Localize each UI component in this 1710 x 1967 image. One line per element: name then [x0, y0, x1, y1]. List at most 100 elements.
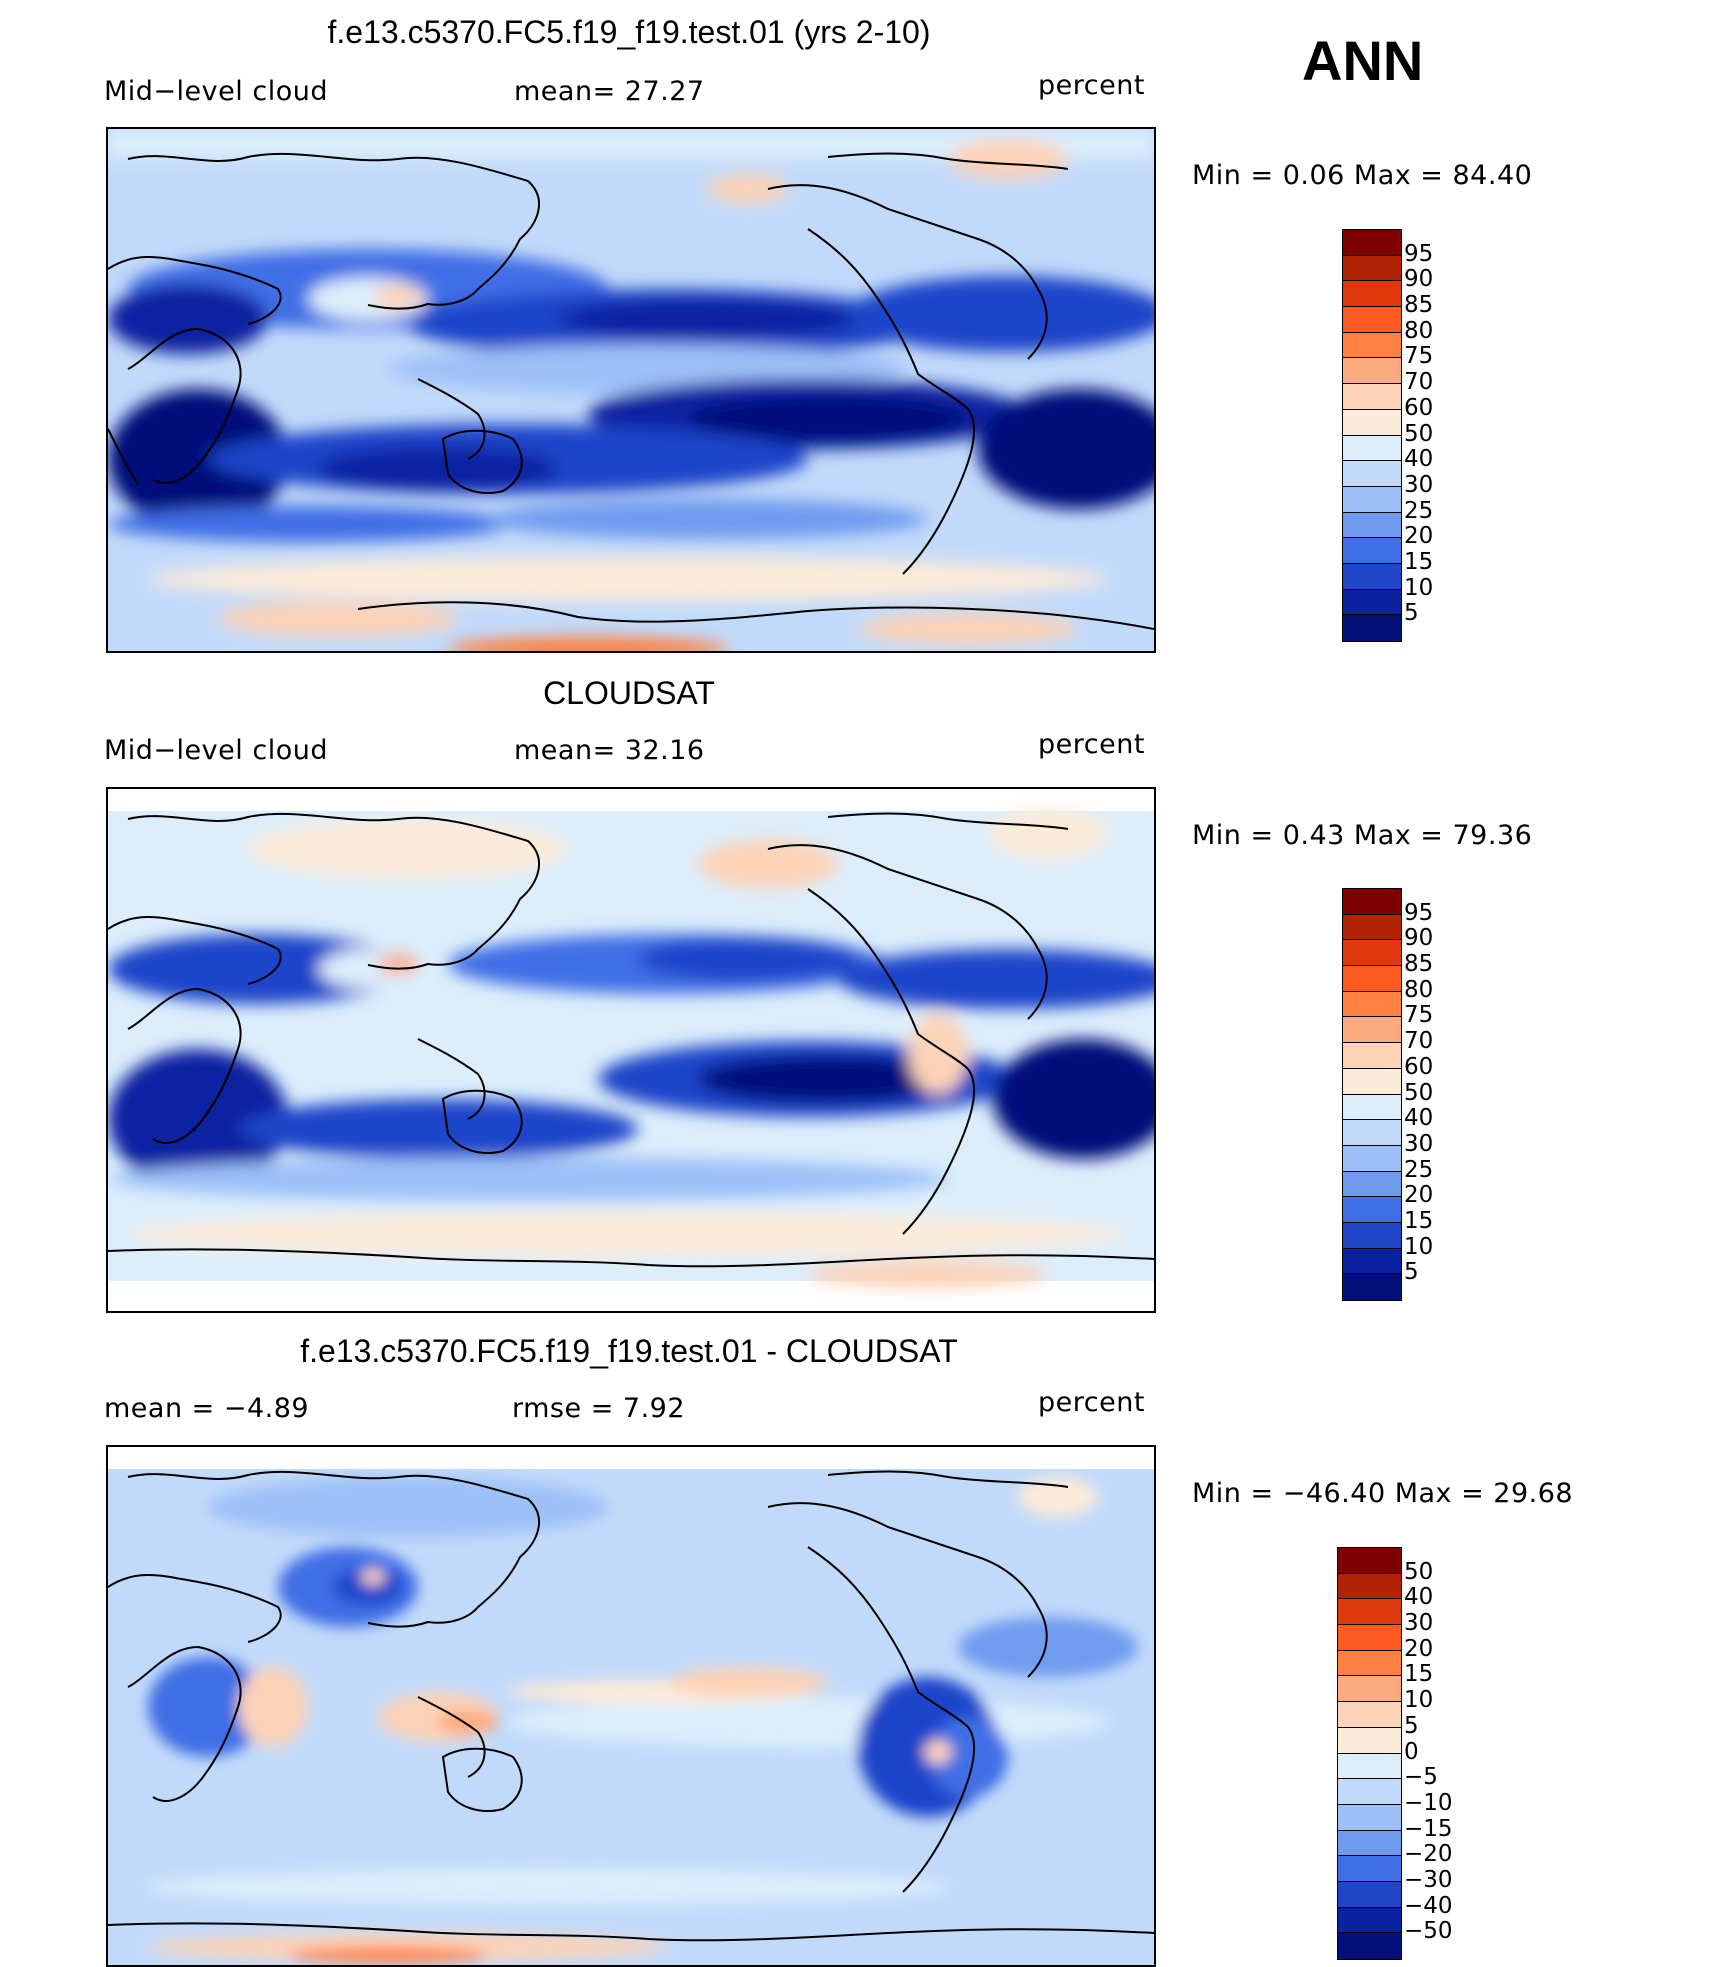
colorbar-tick-label: 15 — [1404, 548, 1434, 575]
panel-3-colorbar — [1337, 1547, 1402, 1960]
colorbar-tick-label: −5 — [1404, 1764, 1438, 1791]
panel-2-units-label: percent — [1038, 729, 1145, 760]
colorbar-tick-label: 40 — [1404, 1105, 1434, 1132]
colorbar-tick-label: 30 — [1404, 471, 1434, 498]
colorbar-tick-label: 85 — [1404, 951, 1434, 978]
colorbar-swatch — [1338, 1753, 1401, 1780]
colorbar-swatch — [1343, 409, 1401, 436]
panel-3-rmse-label: rmse = 7.92 — [512, 1393, 686, 1424]
colorbar-tick-label: 5 — [1404, 600, 1419, 627]
colorbar-swatch — [1343, 589, 1401, 616]
colorbar-swatch — [1343, 307, 1401, 333]
colorbar-swatch — [1338, 1907, 1401, 1934]
colorbar-swatch — [1343, 1274, 1401, 1300]
colorbar-tick-label: 30 — [1404, 1130, 1434, 1157]
panel-2-minmax: Min = 0.43 Max = 79.36 — [1192, 820, 1533, 851]
colorbar-tick-label: 75 — [1404, 1002, 1434, 1029]
colorbar-swatch — [1343, 512, 1401, 539]
colorbar-tick-label: 25 — [1404, 1156, 1434, 1183]
colorbar-swatch — [1343, 914, 1401, 941]
colorbar-swatch — [1343, 538, 1401, 564]
panel-1-variable-label: Mid−level cloud — [104, 76, 328, 107]
colorbar-swatch — [1343, 563, 1401, 590]
season-label: ANN — [1302, 29, 1424, 92]
colorbar-tick-label: 90 — [1404, 266, 1434, 293]
colorbar-tick-label: 10 — [1404, 1233, 1434, 1260]
colorbar-swatch — [1343, 1120, 1401, 1146]
colorbar-tick-label: 60 — [1404, 1053, 1434, 1080]
colorbar-tick-label: 95 — [1404, 899, 1434, 926]
panel-3-map — [106, 1445, 1156, 1967]
colorbar-swatch — [1343, 255, 1401, 282]
colorbar-tick-label: 15 — [1404, 1207, 1434, 1234]
colorbar-tick-label: 70 — [1404, 369, 1434, 396]
colorbar-swatch — [1343, 940, 1401, 967]
colorbar-swatch — [1338, 1676, 1401, 1703]
colorbar-swatch — [1338, 1779, 1401, 1805]
colorbar-swatch — [1343, 1068, 1401, 1095]
panel-2-colorbar — [1342, 888, 1402, 1301]
colorbar-tick-label: 5 — [1404, 1712, 1419, 1739]
colorbar-swatch — [1343, 1197, 1401, 1223]
colorbar-swatch — [1338, 1599, 1401, 1626]
colorbar-swatch — [1343, 1017, 1401, 1044]
colorbar-tick-label: 5 — [1404, 1259, 1419, 1286]
colorbar-tick-label: 90 — [1404, 925, 1434, 952]
colorbar-tick-label: 80 — [1404, 317, 1434, 344]
colorbar-swatch — [1343, 358, 1401, 385]
colorbar-swatch — [1338, 1625, 1401, 1651]
colorbar-swatch — [1343, 1145, 1401, 1172]
colorbar-tick-label: 70 — [1404, 1028, 1434, 1055]
colorbar-swatch — [1343, 384, 1401, 410]
colorbar-tick-label: 20 — [1404, 1182, 1434, 1209]
panel-3-units-label: percent — [1038, 1387, 1145, 1418]
colorbar-tick-label: 50 — [1404, 420, 1434, 447]
panel-1-colorbar — [1342, 229, 1402, 642]
panel-2-mean-label: mean= 32.16 — [514, 735, 705, 766]
panel-1-title: f.e13.c5370.FC5.f19_f19.test.01 (yrs 2-1… — [327, 14, 931, 50]
colorbar-swatch — [1343, 889, 1401, 915]
colorbar-tick-label: −40 — [1404, 1892, 1453, 1919]
colorbar-tick-label: 10 — [1404, 574, 1434, 601]
colorbar-tick-label: 60 — [1404, 394, 1434, 421]
colorbar-tick-label: 85 — [1404, 292, 1434, 319]
colorbar-tick-label: 25 — [1404, 497, 1434, 524]
panel-2-map — [106, 787, 1156, 1313]
panel-1-map — [106, 127, 1156, 653]
colorbar-tick-label: 20 — [1404, 523, 1434, 550]
colorbar-tick-label: 40 — [1404, 1584, 1434, 1611]
colorbar-swatch — [1343, 615, 1401, 641]
colorbar-tick-label: −50 — [1404, 1918, 1453, 1945]
colorbar-swatch — [1338, 1573, 1401, 1600]
colorbar-swatch — [1343, 1043, 1401, 1069]
colorbar-tick-label: 30 — [1404, 1610, 1434, 1637]
colorbar-swatch — [1343, 1248, 1401, 1275]
colorbar-swatch — [1338, 1702, 1401, 1728]
panel-3-minmax: Min = −46.40 Max = 29.68 — [1192, 1478, 1574, 1509]
colorbar-tick-label: −10 — [1404, 1789, 1453, 1816]
colorbar-tick-label: 10 — [1404, 1687, 1434, 1714]
colorbar-swatch — [1343, 281, 1401, 308]
colorbar-swatch — [1338, 1856, 1401, 1882]
colorbar-tick-label: 95 — [1404, 240, 1434, 267]
colorbar-swatch — [1338, 1804, 1401, 1831]
colorbar-swatch — [1338, 1727, 1401, 1754]
colorbar-swatch — [1343, 966, 1401, 992]
colorbar-tick-label: −30 — [1404, 1866, 1453, 1893]
colorbar-swatch — [1343, 461, 1401, 487]
panel-1-units-label: percent — [1038, 70, 1145, 101]
panel-3-mean-label: mean = −4.89 — [104, 1393, 310, 1424]
colorbar-tick-label: 0 — [1404, 1738, 1419, 1765]
panel-2-variable-label: Mid−level cloud — [104, 735, 328, 766]
colorbar-swatch — [1338, 1881, 1401, 1908]
colorbar-swatch — [1343, 1171, 1401, 1198]
colorbar-swatch — [1338, 1548, 1401, 1574]
colorbar-tick-label: 80 — [1404, 976, 1434, 1003]
panel-1-mean-label: mean= 27.27 — [514, 76, 705, 107]
colorbar-swatch — [1338, 1830, 1401, 1857]
colorbar-tick-label: 20 — [1404, 1635, 1434, 1662]
colorbar-tick-label: −15 — [1404, 1815, 1453, 1842]
panel-1-minmax: Min = 0.06 Max = 84.40 — [1192, 160, 1533, 191]
colorbar-swatch — [1343, 991, 1401, 1018]
colorbar-swatch — [1338, 1650, 1401, 1677]
